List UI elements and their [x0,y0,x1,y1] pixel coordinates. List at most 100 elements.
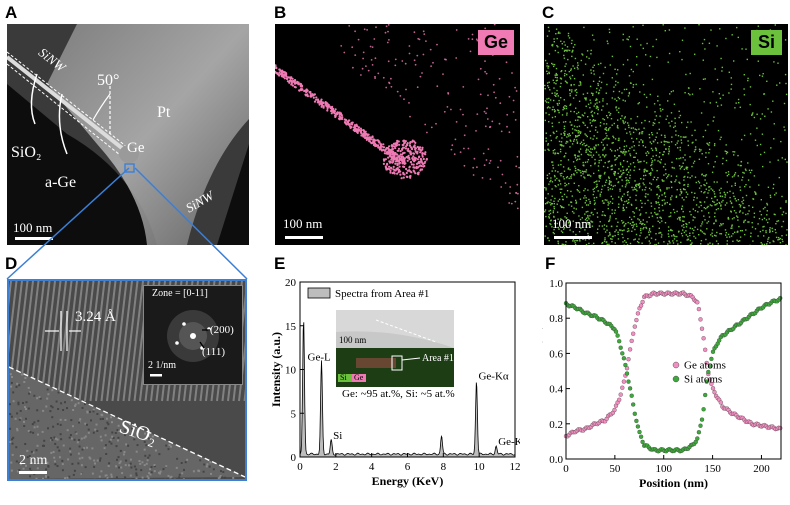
legend-marker [672,361,680,369]
interface-line [9,366,245,478]
data-point [638,434,644,439]
data-point [627,386,633,391]
y-axis-title: Atomic Ratio (%) [542,325,543,416]
panel-b-ge-map: Ge 100 nm [275,24,520,245]
data-point [629,393,634,398]
label-a-ge: a-Ge [45,174,77,191]
legend-label: Spectra from Area #1 [335,288,429,300]
legend-si: Si [340,373,347,382]
data-point [709,381,714,386]
scalebar-label: 2 nm [19,453,48,468]
label-pt: Pt [157,104,171,121]
data-point [618,345,623,350]
x-tick-label: 200 [753,463,770,475]
amorphous-noise [9,373,235,479]
si-map-svg [544,24,788,245]
peak-label: Ge-Kα [478,371,508,383]
data-point [640,299,645,305]
y-axis-title: Intensity (a.u.) [270,332,283,407]
data-point [778,295,783,301]
y-tick-label: 10 [285,365,297,377]
data-point [634,317,639,323]
x-tick-label: 12 [510,461,521,473]
panel-c-si-map: Si 100 nm [544,24,788,245]
scalebar-label: 100 nm [13,220,53,235]
scalebar [285,236,323,239]
series-si [563,295,783,454]
data-point [612,407,617,413]
inset-scalebar-label: 100 nm [339,335,367,345]
composition-annotation: Ge: ~95 at.%, Si: ~5 at.% [342,388,455,400]
label-angle: 50° [97,72,120,89]
data-point [699,417,705,422]
element-tag-si: Si [750,30,782,55]
data-point [635,424,641,429]
spot-111-label: (111) [202,346,226,358]
y-tick-label: 5 [291,408,297,420]
data-point [621,379,627,384]
data-point [624,371,630,376]
data-point [618,392,623,397]
eds-spectrum-chart: 0 2 4 6 8 10 12 0 5 10 15 20 Energy (KeV) Intensity (… [270,277,521,488]
x-tick-label: 0 [297,461,303,473]
scalebar-label: 100 nm [552,216,592,231]
x-axis-title: Energy (KeV) [372,474,444,488]
y-tick-label: 0.2 [549,419,563,431]
data-point [695,436,700,441]
x-tick-label: 50 [609,463,621,475]
data-point [620,385,625,390]
y-tick-label: 0.8 [549,313,563,325]
panel-letter-d: D [5,254,18,273]
data-point [695,300,700,305]
data-point [696,430,702,435]
peak-label: Ge-Kβ [498,436,520,448]
x-tick-label: 150 [704,463,721,475]
data-point [699,326,705,331]
data-point [704,360,709,366]
y-tick-label: 15 [285,321,297,333]
legend-label: Si atoms [684,374,722,386]
series-ge [563,290,783,439]
y-tick-label: 1.0 [549,278,563,290]
panel-a-sem-image: SiNW 50° Pt SiO₂ Ge a-Ge SiNW 100 nm [7,24,249,245]
data-point [710,386,716,391]
data-point [638,303,644,308]
legend-marker [672,375,680,383]
label-sio2: SiO₂ [11,144,42,161]
x-tick-label: 2 [333,461,339,473]
spot-200-label: (200) [210,324,234,336]
data-point [703,347,708,352]
data-point [631,331,636,336]
peak-label: Si [333,430,342,442]
si-signal-dots [544,24,788,245]
data-point [698,423,703,428]
data-point [632,324,637,329]
data-point [621,356,627,361]
panel-d-hrtem-image: 3.24 Å SiO₂ 2 nm Zone = [0-11] (200) (11… [7,279,247,481]
y-tick-label: 0 [291,452,297,464]
data-point [778,425,783,431]
data-point [707,377,713,382]
x-tick-label: 10 [474,461,486,473]
data-point [701,407,706,412]
data-point [698,317,703,322]
x-tick-label: 4 [369,461,375,473]
data-point [706,369,711,375]
panel-letter-c: C [542,3,555,22]
x-tick-label: 100 [655,463,672,475]
data-point [613,329,619,334]
legend-label: Ge atoms [684,360,726,372]
plot-frame [565,282,782,460]
label-ge: Ge [127,140,145,156]
y-tick-label: 20 [285,277,297,289]
panel-letter-e: E [274,254,286,273]
x-tick-label: 6 [405,461,411,473]
data-point [707,364,713,369]
panel-letter-b: B [274,3,287,22]
data-point [615,333,620,338]
atomic-ratio-chart: 0 50 100 150 200 0.0 0.2 0.4 0.6 0.8 1.0 Position (… [542,278,783,490]
zone-axis-label: Zone = [0-11] [152,288,208,299]
y-tick-label: 0.0 [549,454,563,466]
legend-ge: Ge [354,373,364,382]
fft-pattern [150,310,219,377]
